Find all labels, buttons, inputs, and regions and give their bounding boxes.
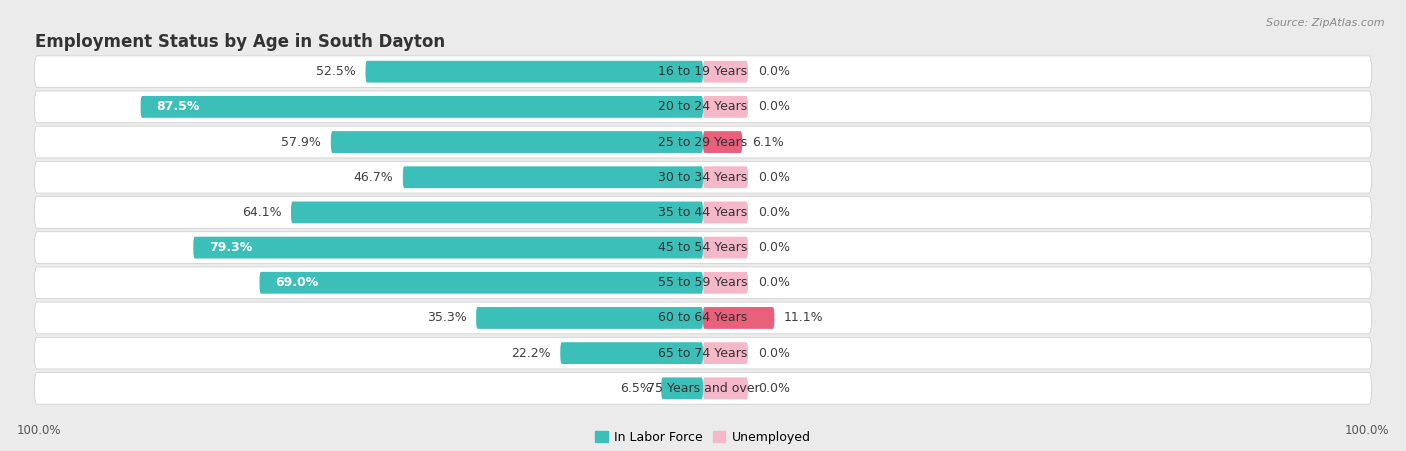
FancyBboxPatch shape: [330, 131, 703, 153]
Text: 79.3%: 79.3%: [209, 241, 253, 254]
FancyBboxPatch shape: [703, 272, 748, 294]
Text: 60 to 64 Years: 60 to 64 Years: [658, 312, 748, 324]
Text: 20 to 24 Years: 20 to 24 Years: [658, 101, 748, 113]
Text: 0.0%: 0.0%: [758, 206, 790, 219]
FancyBboxPatch shape: [703, 202, 748, 223]
Text: 0.0%: 0.0%: [758, 101, 790, 113]
Text: 87.5%: 87.5%: [156, 101, 200, 113]
FancyBboxPatch shape: [35, 91, 1371, 123]
Text: Employment Status by Age in South Dayton: Employment Status by Age in South Dayton: [35, 33, 444, 51]
Text: 46.7%: 46.7%: [353, 171, 394, 184]
Text: 0.0%: 0.0%: [758, 65, 790, 78]
Text: 35 to 44 Years: 35 to 44 Years: [658, 206, 748, 219]
Text: 0.0%: 0.0%: [758, 276, 790, 289]
Text: 0.0%: 0.0%: [758, 382, 790, 395]
Text: 64.1%: 64.1%: [242, 206, 281, 219]
FancyBboxPatch shape: [561, 342, 703, 364]
FancyBboxPatch shape: [35, 337, 1371, 369]
Legend: In Labor Force, Unemployed: In Labor Force, Unemployed: [591, 426, 815, 449]
FancyBboxPatch shape: [35, 267, 1371, 299]
FancyBboxPatch shape: [35, 161, 1371, 193]
FancyBboxPatch shape: [703, 166, 748, 188]
FancyBboxPatch shape: [703, 237, 748, 258]
Text: 0.0%: 0.0%: [758, 171, 790, 184]
Text: 52.5%: 52.5%: [316, 65, 356, 78]
Text: 6.5%: 6.5%: [620, 382, 651, 395]
Text: 65 to 74 Years: 65 to 74 Years: [658, 347, 748, 359]
FancyBboxPatch shape: [366, 61, 703, 83]
FancyBboxPatch shape: [35, 56, 1371, 87]
FancyBboxPatch shape: [404, 166, 703, 188]
FancyBboxPatch shape: [35, 126, 1371, 158]
FancyBboxPatch shape: [35, 302, 1371, 334]
FancyBboxPatch shape: [141, 96, 703, 118]
FancyBboxPatch shape: [703, 342, 748, 364]
Text: 25 to 29 Years: 25 to 29 Years: [658, 136, 748, 148]
FancyBboxPatch shape: [477, 307, 703, 329]
Text: 6.1%: 6.1%: [752, 136, 783, 148]
Text: 69.0%: 69.0%: [276, 276, 319, 289]
Text: 100.0%: 100.0%: [1344, 424, 1389, 437]
Text: 16 to 19 Years: 16 to 19 Years: [658, 65, 748, 78]
FancyBboxPatch shape: [260, 272, 703, 294]
Text: Source: ZipAtlas.com: Source: ZipAtlas.com: [1267, 18, 1385, 28]
FancyBboxPatch shape: [35, 197, 1371, 228]
FancyBboxPatch shape: [35, 373, 1371, 404]
FancyBboxPatch shape: [193, 237, 703, 258]
Text: 35.3%: 35.3%: [426, 312, 467, 324]
FancyBboxPatch shape: [291, 202, 703, 223]
Text: 0.0%: 0.0%: [758, 241, 790, 254]
Text: 75 Years and over: 75 Years and over: [647, 382, 759, 395]
FancyBboxPatch shape: [35, 232, 1371, 263]
Text: 22.2%: 22.2%: [510, 347, 551, 359]
FancyBboxPatch shape: [703, 96, 748, 118]
Text: 11.1%: 11.1%: [785, 312, 824, 324]
FancyBboxPatch shape: [703, 131, 742, 153]
FancyBboxPatch shape: [661, 377, 703, 399]
FancyBboxPatch shape: [703, 307, 775, 329]
Text: 100.0%: 100.0%: [17, 424, 62, 437]
FancyBboxPatch shape: [703, 377, 748, 399]
Text: 45 to 54 Years: 45 to 54 Years: [658, 241, 748, 254]
Text: 57.9%: 57.9%: [281, 136, 321, 148]
Text: 30 to 34 Years: 30 to 34 Years: [658, 171, 748, 184]
FancyBboxPatch shape: [703, 61, 748, 83]
Text: 55 to 59 Years: 55 to 59 Years: [658, 276, 748, 289]
Text: 0.0%: 0.0%: [758, 347, 790, 359]
